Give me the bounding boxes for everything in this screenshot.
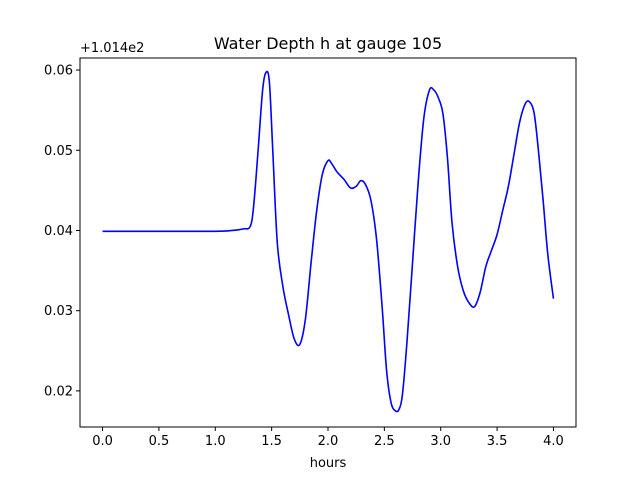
y-offset-label: +1.014e2 bbox=[80, 41, 144, 56]
x-tick-label: 0.5 bbox=[149, 434, 170, 449]
y-tick-label: 0.05 bbox=[44, 144, 73, 159]
series-layer bbox=[102, 70, 555, 413]
y-axis: 0.02 0.03 0.04 0.05 0.06 bbox=[44, 64, 80, 399]
x-tick-label: 1.5 bbox=[261, 434, 282, 449]
y-tick-label: 0.06 bbox=[44, 64, 73, 79]
x-tick-label: 1.0 bbox=[205, 434, 226, 449]
x-axis: 0.0 0.5 1.0 1.5 2.0 2.5 3.0 3.5 4.0 bbox=[92, 427, 564, 449]
y-tick-label: 0.02 bbox=[44, 384, 73, 399]
x-tick-label: 4.0 bbox=[543, 434, 564, 449]
y-tick-label: 0.04 bbox=[44, 224, 73, 239]
x-tick-label: 2.5 bbox=[374, 434, 395, 449]
x-axis-label: hours bbox=[310, 456, 347, 471]
x-tick-label: 2.0 bbox=[318, 434, 339, 449]
x-tick-label: 3.5 bbox=[487, 434, 508, 449]
x-tick-label: 0.0 bbox=[92, 434, 113, 449]
plot-area: 0.0 0.5 1.0 1.5 2.0 2.5 3.0 3.5 4.0 0.02 0.03 0.04… bbox=[44, 57, 577, 449]
y-tick-label: 0.03 bbox=[44, 304, 73, 319]
plot-frame bbox=[79, 57, 577, 428]
x-tick-label: 3.0 bbox=[430, 434, 451, 449]
series-line-0 bbox=[102, 70, 555, 413]
chart-title: Water Depth h at gauge 105 bbox=[214, 34, 442, 53]
